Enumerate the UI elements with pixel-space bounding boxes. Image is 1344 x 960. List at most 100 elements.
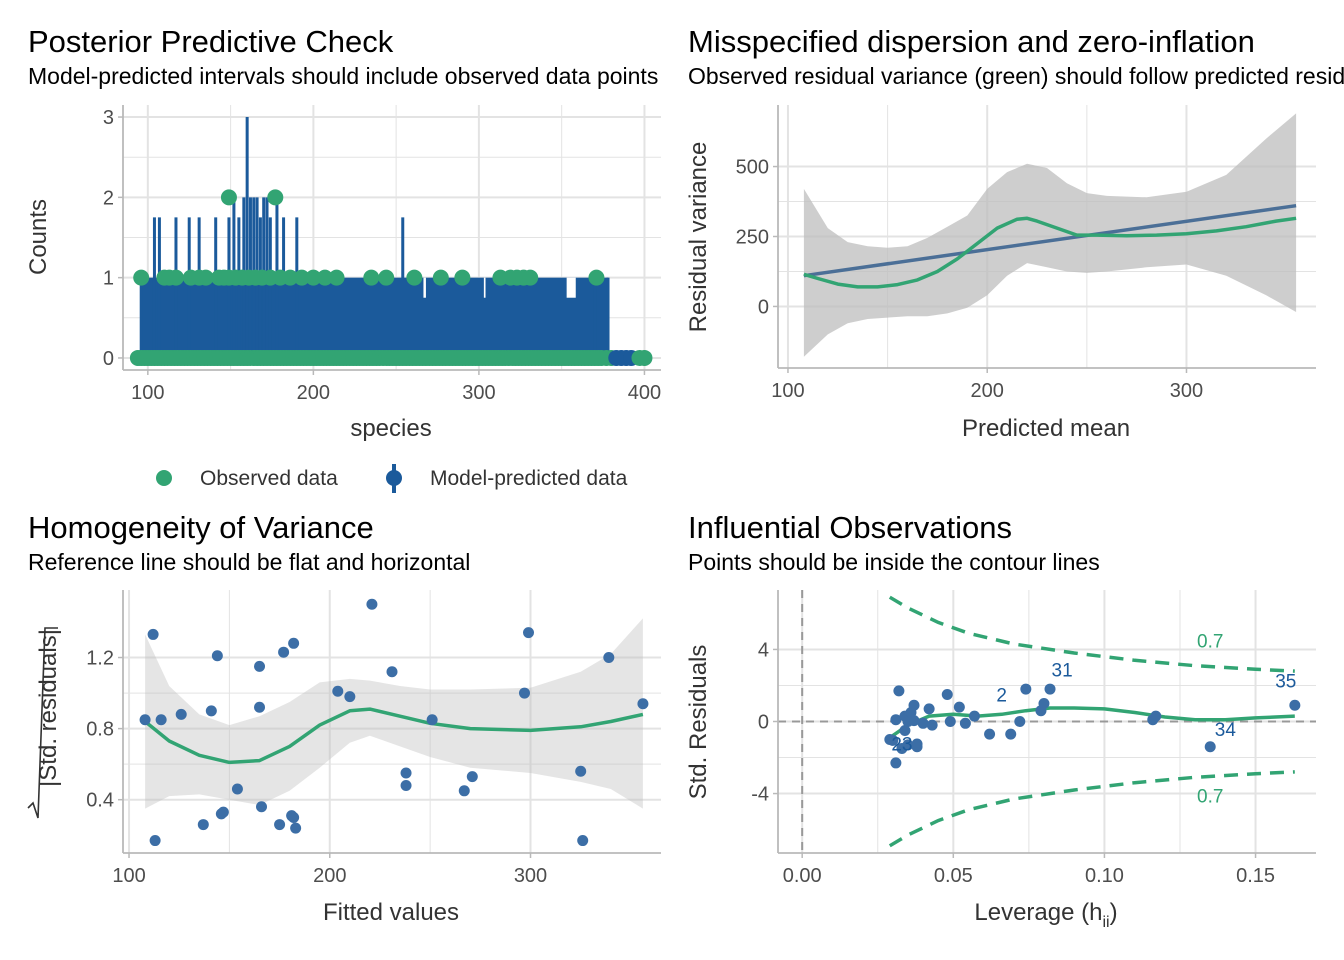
observed-point bbox=[588, 269, 605, 286]
residual-point bbox=[139, 714, 151, 726]
dispersion-title: Misspecified dispersion and zero-inflati… bbox=[688, 24, 1255, 59]
observed-point bbox=[133, 269, 150, 286]
ppc-legend: Observed data Model-predicted data bbox=[156, 464, 628, 493]
residual-point bbox=[278, 646, 290, 658]
confidence-ribbon bbox=[803, 113, 1297, 357]
panel-influential: Influential Observations Points should b… bbox=[685, 510, 1316, 931]
observation-point bbox=[959, 717, 971, 729]
influential-data-layer: 0.7 0.7 23 2 31 34 35 bbox=[778, 590, 1316, 853]
observed-point bbox=[363, 269, 380, 286]
observation-point bbox=[890, 757, 902, 769]
smooth-reference-line bbox=[143, 707, 644, 765]
observed-point bbox=[328, 269, 345, 286]
residual-point bbox=[366, 598, 378, 610]
residual-point bbox=[256, 801, 268, 813]
predicted-interval-gap bbox=[423, 277, 426, 298]
observation-point bbox=[944, 716, 956, 727]
x-tick-label: 300 bbox=[514, 865, 547, 887]
influential-title: Influential Observations bbox=[688, 510, 1012, 545]
residual-point bbox=[254, 660, 266, 672]
x-tick-label: 200 bbox=[313, 865, 346, 887]
observation-point bbox=[984, 728, 996, 740]
cook-contour-lower bbox=[888, 770, 1295, 848]
observation-id-label: 35 bbox=[1275, 671, 1296, 692]
influential-y-axis-label: Std. Residuals bbox=[685, 645, 712, 800]
y-tick-label: 0 bbox=[758, 712, 769, 734]
residual-point bbox=[603, 652, 615, 664]
dispersion-tick-labels: 100 200 300 0 250 500 bbox=[736, 157, 1204, 402]
residual-point bbox=[254, 701, 266, 713]
sqrt-radical-icon bbox=[27, 627, 58, 819]
homogeneity-data-layer bbox=[139, 598, 649, 847]
observed-point bbox=[522, 269, 539, 286]
influential-x-axis-label: Leverage (hii) bbox=[974, 899, 1117, 931]
y-tick-label: 2 bbox=[103, 187, 114, 209]
observation-point bbox=[1204, 741, 1216, 753]
panel-homogeneity: Homogeneity of Variance Reference line s… bbox=[27, 510, 661, 926]
homogeneity-x-axis-label: Fitted values bbox=[323, 899, 459, 926]
x-tick-label: 0.05 bbox=[934, 865, 973, 887]
panel-dispersion: Misspecified dispersion and zero-inflati… bbox=[685, 24, 1344, 442]
residual-point bbox=[518, 687, 530, 699]
residual-point bbox=[400, 767, 412, 779]
residual-point bbox=[205, 705, 217, 717]
residual-point bbox=[637, 698, 649, 710]
observation-point bbox=[1150, 710, 1162, 722]
influential-subtitle: Points should be inside the contour line… bbox=[688, 549, 1100, 575]
observed-point bbox=[293, 269, 310, 286]
legend-observed-key bbox=[156, 470, 172, 486]
influential-x-axis-label-subscript: ii bbox=[1102, 914, 1109, 931]
homogeneity-subtitle: Reference line should be flat and horizo… bbox=[28, 549, 470, 575]
homogeneity-tick-labels: 100 200 300 0.4 0.8 1.2 bbox=[86, 648, 547, 887]
x-tick-label: 300 bbox=[1170, 380, 1203, 402]
observation-point bbox=[908, 715, 920, 727]
series-line-observed bbox=[803, 216, 1297, 289]
homogeneity-axes bbox=[122, 590, 661, 854]
observed-point bbox=[316, 269, 333, 286]
y-tick-label: 0 bbox=[758, 296, 769, 318]
observation-point bbox=[1005, 728, 1017, 740]
observation-point bbox=[941, 688, 953, 700]
residual-point bbox=[575, 765, 587, 777]
dispersion-subtitle: Observed residual variance (green) shoul… bbox=[688, 63, 1344, 89]
residual-point bbox=[147, 628, 159, 640]
residual-point bbox=[386, 666, 398, 678]
residual-point bbox=[523, 627, 535, 639]
observation-point bbox=[1289, 699, 1301, 711]
observed-point bbox=[282, 269, 299, 286]
dispersion-data-layer bbox=[803, 113, 1297, 357]
observation-point bbox=[887, 734, 899, 746]
x-tick-label: 0.00 bbox=[783, 865, 822, 887]
residual-point bbox=[466, 771, 478, 783]
y-tick-label: 0.4 bbox=[86, 790, 114, 812]
residual-point bbox=[288, 637, 300, 649]
observation-id-label: 23 bbox=[891, 734, 912, 755]
x-tick-label: 200 bbox=[297, 382, 330, 404]
predicted-interval-gap bbox=[566, 277, 576, 298]
observed-point bbox=[432, 269, 449, 286]
dispersion-y-axis-label: Residual variance bbox=[685, 142, 712, 333]
x-tick-label: 0.10 bbox=[1085, 865, 1124, 887]
observed-point bbox=[167, 269, 184, 286]
observation-id-label: 31 bbox=[1052, 660, 1073, 681]
contour-label-upper: 0.7 bbox=[1197, 632, 1223, 653]
observed-point bbox=[197, 269, 214, 286]
observation-point bbox=[917, 717, 929, 729]
residual-point bbox=[400, 779, 412, 791]
x-tick-label: 100 bbox=[112, 865, 145, 887]
residual-point bbox=[274, 819, 286, 831]
residual-point bbox=[290, 822, 302, 834]
x-tick-label: 200 bbox=[971, 380, 1004, 402]
y-tick-label: 250 bbox=[736, 227, 769, 249]
residual-point bbox=[149, 835, 161, 847]
observation-id-label: 34 bbox=[1215, 720, 1237, 741]
homogeneity-title: Homogeneity of Variance bbox=[28, 510, 374, 545]
ppc-tick-labels: 100 200 300 400 0 1 2 3 bbox=[103, 107, 661, 404]
observed-point bbox=[267, 189, 284, 206]
observation-point bbox=[968, 710, 980, 722]
predicted-interval-band bbox=[141, 277, 609, 358]
residual-point bbox=[211, 650, 223, 662]
homogeneity-y-axis-label: |Std. residuals| bbox=[35, 629, 62, 787]
legend-predicted-label: Model-predicted data bbox=[430, 467, 628, 490]
